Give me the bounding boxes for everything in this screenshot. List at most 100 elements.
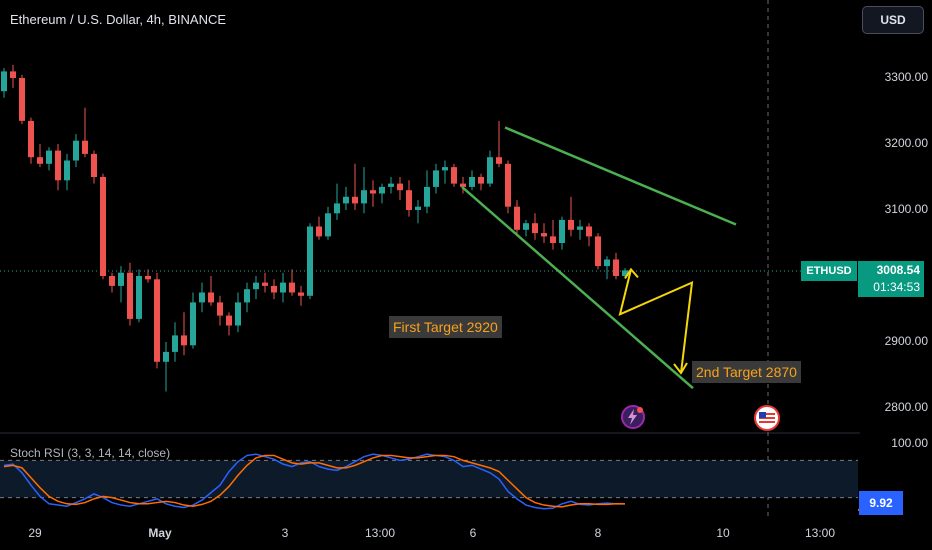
price-tick: 3300.00 — [884, 70, 928, 84]
candle-body — [613, 259, 619, 276]
bar-countdown: 01:34:53 — [873, 280, 920, 294]
indicator-axis-top: 100.00 — [891, 436, 928, 450]
time-tick: 8 — [594, 526, 602, 540]
candle-body — [361, 190, 367, 204]
candle-body — [514, 206, 520, 230]
candle-body — [226, 315, 232, 326]
candle-body — [307, 226, 313, 296]
candle-body — [451, 167, 457, 184]
candle-body — [19, 78, 25, 121]
candle-body — [586, 226, 592, 237]
candle-body — [109, 276, 115, 286]
candle-body — [523, 223, 529, 230]
candle-body — [604, 259, 610, 267]
candle-body — [568, 219, 574, 230]
indicator-label[interactable]: Stoch RSI (3, 3, 14, 14, close) — [10, 446, 171, 460]
candle-body — [487, 157, 493, 184]
candle-body — [352, 196, 358, 204]
candle-body — [28, 120, 34, 158]
candle-body — [163, 351, 169, 362]
candle-body — [388, 183, 394, 187]
candle-body — [235, 302, 241, 326]
candle-body — [82, 140, 88, 154]
stoch-d-line — [3, 454, 626, 508]
candle-body — [1, 71, 7, 92]
candlestick-series — [1, 64, 628, 392]
candle-body — [10, 71, 16, 78]
candle-body — [370, 190, 376, 194]
candle-body — [181, 335, 187, 346]
candle-body — [478, 177, 484, 184]
arrow-head-down — [673, 362, 688, 375]
us-flag-event-icon[interactable] — [753, 404, 781, 432]
projection-arrow[interactable] — [618, 267, 694, 375]
descending-channel[interactable] — [461, 126, 737, 390]
candle-body — [559, 219, 565, 243]
candle-body — [289, 282, 295, 293]
candle-body — [199, 292, 205, 303]
candle-body — [253, 282, 259, 290]
candle-body — [469, 177, 475, 187]
price-tick: 2900.00 — [884, 334, 928, 348]
candle-body — [577, 226, 583, 230]
candle-body — [415, 206, 421, 210]
last-price-value: 3008.54 — [876, 263, 920, 277]
candle-body — [406, 190, 412, 210]
candle-body — [217, 302, 223, 316]
channel-upper-line — [504, 126, 737, 226]
lightning-event-icon[interactable] — [620, 404, 646, 430]
candle-body — [595, 236, 601, 267]
indicator-value: 9.92 — [859, 491, 903, 515]
candle-body — [496, 157, 502, 164]
candle-body — [541, 233, 547, 237]
candle-body — [64, 160, 70, 181]
candle-body — [316, 226, 322, 237]
candle-body — [118, 272, 124, 286]
arrow-head-up — [624, 267, 639, 279]
arrow-path — [618, 269, 694, 374]
time-tick: 10 — [716, 526, 730, 540]
candle-body — [262, 282, 268, 286]
time-tick: 3 — [281, 526, 289, 540]
candle-body — [127, 272, 133, 319]
stoch-k-line — [3, 453, 626, 510]
time-tick: 6 — [469, 526, 477, 540]
first-target-label[interactable]: First Target 2920 — [389, 316, 502, 338]
candle-body — [136, 276, 142, 319]
candle-body — [460, 183, 466, 187]
candle-body — [505, 163, 511, 207]
candle-body — [325, 213, 331, 237]
candle-body — [172, 335, 178, 352]
time-tick: 29 — [28, 526, 42, 540]
candle-body — [208, 292, 214, 303]
candle-body — [622, 270, 628, 276]
candle-body — [91, 153, 97, 177]
currency-button[interactable]: USD — [862, 6, 924, 34]
candle-body — [271, 285, 277, 293]
candle-body — [37, 157, 43, 164]
time-tick: May — [148, 526, 172, 540]
stoch-rsi-pane — [0, 453, 903, 511]
candle-body — [424, 186, 430, 207]
second-target-label[interactable]: 2nd Target 2870 — [692, 361, 801, 383]
channel-lower-line — [461, 185, 694, 390]
candle-body — [73, 140, 79, 161]
candle-body — [550, 236, 556, 243]
candle-body — [46, 150, 52, 164]
stoch-band-fill — [0, 460, 858, 498]
last-price-label: 3008.54 01:34:53 — [858, 261, 924, 297]
time-tick: 13:00 — [804, 526, 836, 540]
candle-body — [433, 170, 439, 187]
candle-body — [334, 203, 340, 214]
symbol-title: Ethereum / U.S. Dollar, 4h, BINANCE — [10, 12, 227, 27]
candle-body — [397, 183, 403, 191]
candle-body — [154, 279, 160, 362]
price-tick: 3100.00 — [884, 202, 928, 216]
candle-body — [442, 167, 448, 171]
candle-body — [532, 223, 538, 234]
candle-body — [190, 302, 196, 346]
candle-body — [298, 292, 304, 296]
time-tick: 13:00 — [364, 526, 396, 540]
symbol-badge: ETHUSD — [801, 261, 857, 281]
